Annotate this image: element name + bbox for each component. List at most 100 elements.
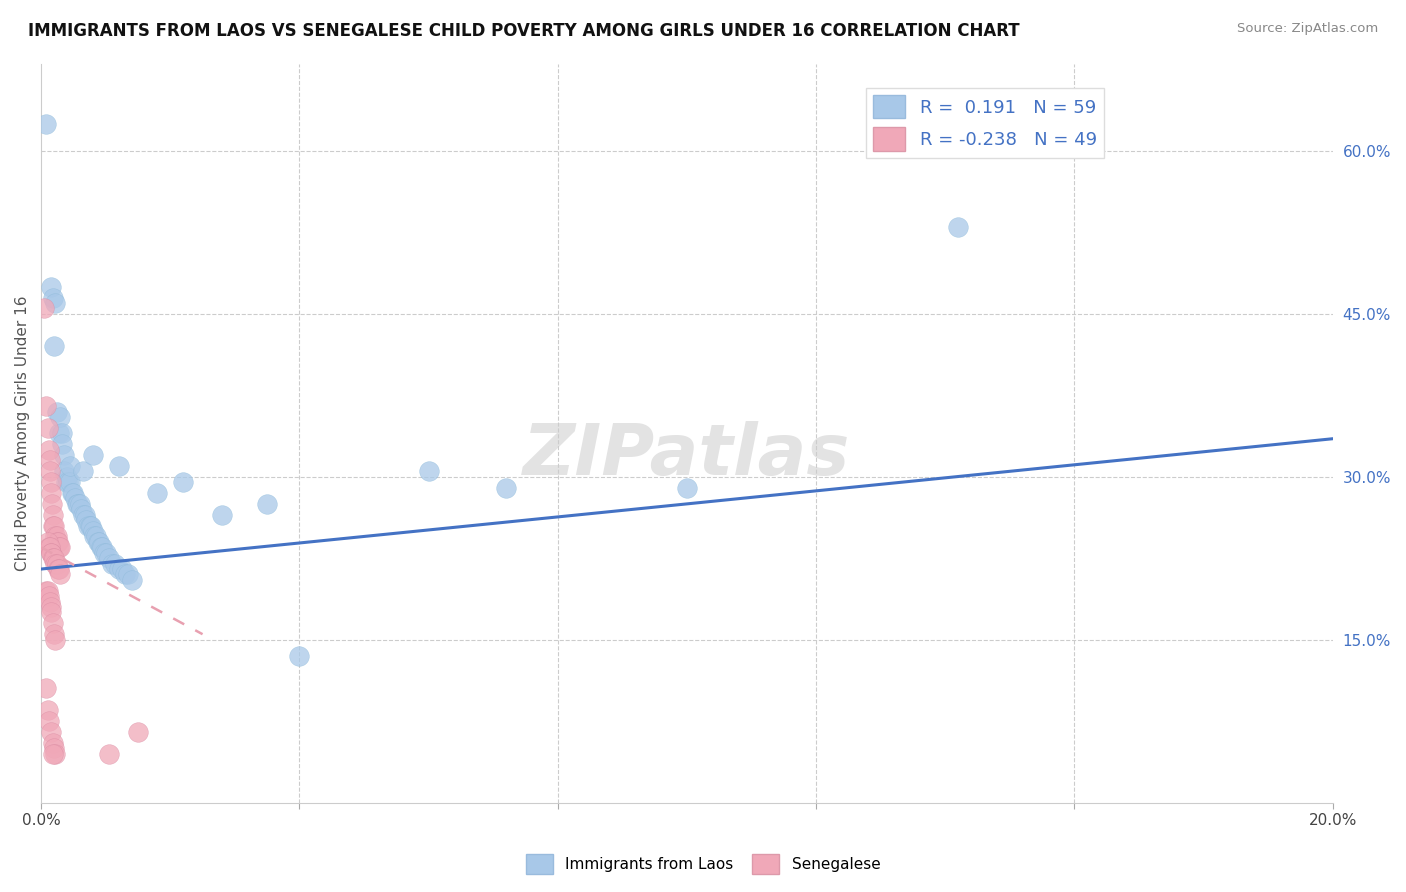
Point <box>146 486 169 500</box>
Point <box>49 409 72 424</box>
Point <box>46 534 69 549</box>
Point <box>35 583 58 598</box>
Point <box>70 502 93 516</box>
Point <box>38 442 60 457</box>
Point <box>42 616 65 631</box>
Point <box>69 497 91 511</box>
Point <box>37 703 59 717</box>
Point <box>35 681 58 696</box>
Point <box>80 518 103 533</box>
Point <box>38 714 60 728</box>
Point <box>44 747 66 761</box>
Point <box>495 481 517 495</box>
Point <box>39 464 62 478</box>
Point <box>82 448 104 462</box>
Point <box>104 557 127 571</box>
Point <box>48 541 70 555</box>
Point <box>37 421 59 435</box>
Point <box>94 546 117 560</box>
Point <box>42 518 65 533</box>
Point <box>37 534 59 549</box>
Point <box>42 551 65 566</box>
Point <box>48 426 70 441</box>
Point <box>35 399 58 413</box>
Point <box>121 573 143 587</box>
Point <box>84 529 107 543</box>
Point <box>37 583 59 598</box>
Point <box>41 546 63 560</box>
Point <box>44 632 66 647</box>
Point <box>72 508 94 522</box>
Legend: Immigrants from Laos, Senegalese: Immigrants from Laos, Senegalese <box>519 848 887 880</box>
Point <box>39 594 62 608</box>
Point <box>45 529 67 543</box>
Point <box>42 741 65 756</box>
Point <box>39 541 62 555</box>
Point <box>39 279 62 293</box>
Point <box>58 475 80 490</box>
Point <box>46 404 69 418</box>
Text: ZIPatlas: ZIPatlas <box>523 421 851 490</box>
Point <box>39 546 62 560</box>
Point <box>49 541 72 555</box>
Point <box>59 458 82 473</box>
Text: Source: ZipAtlas.com: Source: ZipAtlas.com <box>1237 22 1378 36</box>
Text: IMMIGRANTS FROM LAOS VS SENEGALESE CHILD POVERTY AMONG GIRLS UNDER 16 CORRELATIO: IMMIGRANTS FROM LAOS VS SENEGALESE CHILD… <box>28 22 1019 40</box>
Point <box>101 557 124 571</box>
Point <box>41 497 63 511</box>
Point <box>83 529 105 543</box>
Point <box>41 606 63 620</box>
Point <box>34 301 56 316</box>
Point <box>97 747 120 761</box>
Point <box>44 557 66 571</box>
Point <box>51 437 73 451</box>
Point <box>55 475 77 490</box>
Point <box>288 648 311 663</box>
Point <box>948 219 970 234</box>
Point <box>49 567 72 582</box>
Point <box>82 524 104 538</box>
Point <box>42 551 65 566</box>
Point <box>117 567 139 582</box>
Point <box>48 562 70 576</box>
Point <box>39 725 62 739</box>
Point <box>56 469 79 483</box>
Point <box>79 518 101 533</box>
Point <box>41 486 63 500</box>
Point <box>42 736 65 750</box>
Point <box>76 518 98 533</box>
Point <box>172 475 194 490</box>
Point <box>44 296 66 310</box>
Point <box>39 600 62 615</box>
Point <box>75 513 97 527</box>
Point <box>89 541 111 555</box>
Point <box>256 497 278 511</box>
Point <box>42 291 65 305</box>
Point <box>72 464 94 478</box>
Point <box>38 589 60 603</box>
Y-axis label: Child Poverty Among Girls Under 16: Child Poverty Among Girls Under 16 <box>15 295 30 571</box>
Point <box>676 481 699 495</box>
Point <box>111 562 134 576</box>
Point <box>38 541 60 555</box>
Point <box>42 747 65 761</box>
Point <box>35 117 58 131</box>
Point <box>87 534 110 549</box>
Point <box>39 475 62 490</box>
Point <box>62 486 84 500</box>
Point <box>51 426 73 441</box>
Point <box>53 464 76 478</box>
Point <box>107 458 129 473</box>
Point <box>418 464 440 478</box>
Point <box>97 551 120 566</box>
Point <box>38 453 60 467</box>
Point <box>60 486 83 500</box>
Point <box>58 475 80 490</box>
Point <box>89 534 111 549</box>
Point <box>73 508 96 522</box>
Point <box>45 557 67 571</box>
Point <box>42 627 65 641</box>
Point <box>91 541 114 555</box>
Point <box>42 508 65 522</box>
Point <box>63 491 86 506</box>
